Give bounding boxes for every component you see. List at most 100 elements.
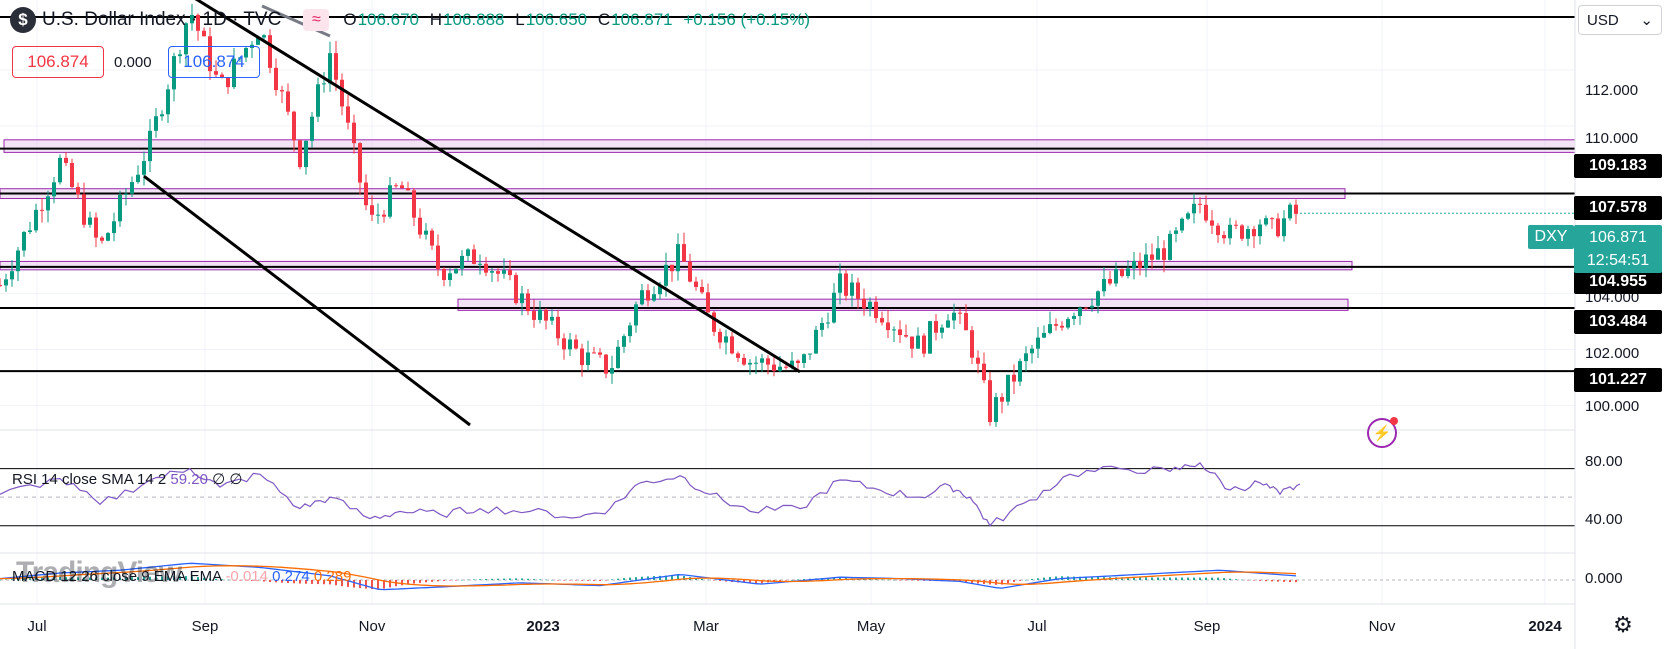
candle-body (4, 279, 8, 286)
gear-icon[interactable]: ⚙ (1613, 612, 1633, 637)
macd-hist-bar (671, 575, 673, 580)
candle-body (232, 58, 236, 88)
rsi-legend[interactable]: RSI 14 close SMA 14 2 59.20 ∅ ∅ (12, 470, 242, 488)
candle-body (586, 352, 590, 366)
time-label-may: May (856, 618, 886, 635)
macd-hist-bar (47, 577, 49, 580)
candle-body (1234, 224, 1238, 226)
candle-body (496, 271, 500, 274)
candle-body (1144, 254, 1148, 269)
candle-body (832, 292, 836, 323)
candle-body (1258, 224, 1262, 237)
candle-body (706, 292, 710, 313)
candle-body (622, 336, 626, 347)
candle-body (46, 196, 50, 211)
candle-body (916, 335, 920, 349)
level-label-104-9: 104.955 (1574, 270, 1662, 294)
macd-hist-bar (1277, 580, 1279, 582)
macd-hist-bar (107, 577, 109, 580)
candle-body (1048, 324, 1052, 333)
macd-hist-bar (197, 577, 199, 580)
candle-body (106, 233, 110, 241)
candle-body (1114, 269, 1118, 284)
wave-icon[interactable]: ≈ (303, 9, 330, 31)
time-label-jul-2: Jul (1027, 618, 1047, 635)
candle-body (22, 232, 26, 251)
macd-hist-bar (1247, 580, 1249, 581)
macd-hist-bar (1157, 577, 1159, 580)
candle-body (244, 47, 248, 58)
time-label-nov-2: Nov (1368, 618, 1396, 635)
sell-button[interactable]: 106.874 (12, 46, 104, 78)
rsi-value: 59.20 (170, 471, 208, 488)
candle-body (886, 322, 890, 331)
candle-body (994, 397, 998, 422)
candle-body (1138, 260, 1142, 269)
candle-body (1162, 248, 1166, 260)
rsi-line (0, 462, 1301, 527)
candle-body (340, 79, 344, 107)
candle-body (1210, 220, 1214, 226)
candle-body (466, 249, 470, 256)
macd-hist-bar (185, 576, 187, 580)
candle-body (958, 312, 962, 314)
macd-hist-bar (383, 580, 385, 589)
candle-body (1084, 307, 1088, 309)
macd-hist-bar (275, 580, 277, 583)
macd-hist-bar (1259, 580, 1261, 581)
macd-hist-bar (221, 579, 223, 580)
macd-hist-bar (695, 578, 697, 580)
change-value: +0.156 (+0.15%) (683, 10, 810, 29)
candle-body (988, 380, 992, 422)
candle-body (70, 162, 74, 187)
last-price-tag: 106.871 12:54:51 (1574, 225, 1662, 273)
buy-button[interactable]: 106.874 (168, 46, 260, 78)
macd-hist-bar (239, 580, 241, 581)
candle-body (796, 360, 800, 364)
level-label-107: 107.578 (1574, 196, 1662, 220)
candle-body (1126, 268, 1130, 277)
horizontal-zones (0, 139, 1576, 311)
candle-body (448, 273, 452, 280)
candle-body (52, 182, 56, 197)
candle-body (196, 14, 200, 31)
candle-body (700, 286, 704, 293)
candle-body (550, 316, 554, 321)
dollar-icon[interactable]: $ (10, 7, 36, 33)
macd-hist-bar (425, 580, 427, 583)
symbol-title[interactable]: U.S. Dollar Index · 1D · TVC (42, 9, 282, 30)
candle-body (1186, 213, 1190, 219)
candle-body (748, 362, 752, 365)
macd-hist-bar (1289, 580, 1291, 583)
signal-line (0, 565, 1297, 587)
macd-legend[interactable]: MACD 12 26 close 9 EMA EMA -0.014 0.274 … (12, 568, 351, 585)
macd-hist-bar (713, 580, 715, 581)
macd-hist-bar (1007, 580, 1009, 584)
candle-body (142, 161, 146, 175)
macd-hist-bar (503, 578, 505, 580)
macd-hist-bar (1211, 577, 1213, 580)
candle-body (1288, 204, 1292, 219)
flash-icon[interactable]: ⚡ (1367, 417, 1398, 448)
macd-hist-bar (533, 579, 535, 580)
macd-axis-0: 0.000 (1585, 570, 1623, 587)
candle-body (34, 209, 38, 231)
candle-body (430, 230, 434, 246)
candle-body (16, 250, 20, 272)
macd-hist-bar (515, 578, 517, 580)
macd-hist-bar (959, 580, 961, 582)
trendline-faded (261, 4, 331, 38)
candle-body (1204, 204, 1208, 221)
candle-body (502, 270, 506, 274)
candle-body (1216, 225, 1220, 236)
axis-label-100: 100.000 (1585, 398, 1640, 415)
candle-body (556, 316, 560, 339)
candlestick-series (0, 3, 1298, 427)
candle-body (358, 143, 362, 183)
candle-body (454, 268, 458, 274)
currency-selector[interactable]: USD ⌄ (1578, 5, 1662, 35)
macd-hist-bar (1145, 577, 1147, 580)
macd-hist-bar (911, 580, 913, 581)
macd-hist-bar (1175, 577, 1177, 580)
